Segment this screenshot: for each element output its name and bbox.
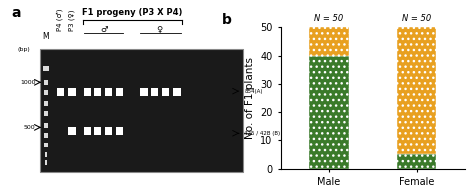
Text: b: b bbox=[222, 13, 232, 27]
Bar bbox=[309, 56, 349, 169]
Bar bbox=[105, 127, 112, 135]
Text: N = 50: N = 50 bbox=[314, 14, 344, 23]
Text: 500: 500 bbox=[24, 125, 35, 130]
Text: 854(A): 854(A) bbox=[244, 89, 263, 94]
Text: F1 progeny (P3 X P4): F1 progeny (P3 X P4) bbox=[82, 8, 182, 17]
Bar bbox=[105, 88, 112, 96]
Bar bbox=[44, 143, 48, 148]
Text: a: a bbox=[12, 6, 21, 20]
Bar bbox=[44, 152, 47, 157]
Bar bbox=[161, 88, 169, 96]
Y-axis label: No. of F1 plants: No. of F1 plants bbox=[244, 57, 254, 139]
Text: ♂: ♂ bbox=[100, 25, 108, 34]
Bar bbox=[84, 127, 91, 135]
Bar bbox=[84, 88, 91, 96]
Bar bbox=[151, 88, 158, 96]
Text: N = 50: N = 50 bbox=[402, 14, 431, 23]
Bar bbox=[44, 133, 48, 138]
Bar bbox=[141, 88, 147, 96]
Bar bbox=[43, 80, 48, 85]
Bar bbox=[57, 88, 64, 96]
Bar bbox=[44, 111, 48, 116]
Text: 1000: 1000 bbox=[20, 80, 35, 85]
Bar bbox=[43, 66, 49, 71]
Bar bbox=[397, 154, 437, 169]
Bar bbox=[94, 127, 101, 135]
Bar bbox=[397, 27, 437, 154]
Text: ♀: ♀ bbox=[156, 25, 162, 34]
Text: M: M bbox=[42, 32, 50, 41]
Text: P3 (♀): P3 (♀) bbox=[69, 10, 75, 31]
Bar bbox=[68, 88, 76, 96]
Text: (bp): (bp) bbox=[18, 46, 31, 52]
Bar bbox=[116, 88, 123, 96]
Bar bbox=[173, 88, 180, 96]
Text: P4 (♂): P4 (♂) bbox=[57, 9, 63, 31]
Bar bbox=[44, 123, 48, 128]
Bar bbox=[116, 127, 123, 135]
Bar bbox=[40, 49, 243, 172]
Bar bbox=[45, 160, 47, 165]
Bar bbox=[309, 27, 349, 56]
Bar bbox=[94, 88, 101, 96]
Bar bbox=[44, 90, 48, 95]
Bar bbox=[68, 127, 76, 135]
Text: 425 / 42B (B): 425 / 42B (B) bbox=[244, 131, 280, 136]
Bar bbox=[44, 102, 48, 106]
